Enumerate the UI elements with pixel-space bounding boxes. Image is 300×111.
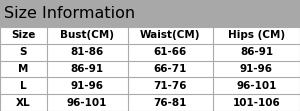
Text: 91-96: 91-96 [240,64,273,74]
Text: Hips (CM): Hips (CM) [228,30,285,40]
Bar [0,61,300,77]
Text: XL: XL [16,98,31,108]
Text: 96-101: 96-101 [236,81,277,91]
Bar [0,77,300,94]
Text: 91-96: 91-96 [70,81,104,91]
Bar [0,94,300,111]
Bar [0,27,300,111]
Text: 71-76: 71-76 [154,81,187,91]
Text: 96-101: 96-101 [67,98,107,108]
Text: 61-66: 61-66 [154,47,187,57]
Text: Size Information: Size Information [4,6,136,21]
Text: 86-91: 86-91 [240,47,273,57]
Text: 86-91: 86-91 [70,64,104,74]
Text: Size: Size [11,30,35,40]
Text: Bust(CM): Bust(CM) [60,30,114,40]
Bar [0,27,300,44]
Text: 66-71: 66-71 [154,64,187,74]
Text: L: L [20,81,27,91]
Bar [0,44,300,61]
Text: 101-106: 101-106 [232,98,280,108]
Text: S: S [20,47,27,57]
Bar [0,0,300,27]
Bar [0,27,300,111]
Text: Waist(CM): Waist(CM) [140,30,200,40]
Text: 76-81: 76-81 [154,98,187,108]
Text: 81-86: 81-86 [70,47,104,57]
Text: M: M [18,64,28,74]
